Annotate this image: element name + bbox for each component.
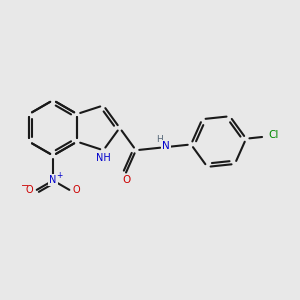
Text: −: − <box>21 181 29 191</box>
Text: H: H <box>156 135 163 144</box>
Text: N: N <box>162 141 170 151</box>
Text: N: N <box>50 175 57 185</box>
Text: Cl: Cl <box>268 130 278 140</box>
Text: O: O <box>73 185 80 195</box>
Text: O: O <box>25 185 33 195</box>
Text: +: + <box>56 171 62 180</box>
Text: O: O <box>122 175 130 185</box>
Text: NH: NH <box>96 153 111 163</box>
